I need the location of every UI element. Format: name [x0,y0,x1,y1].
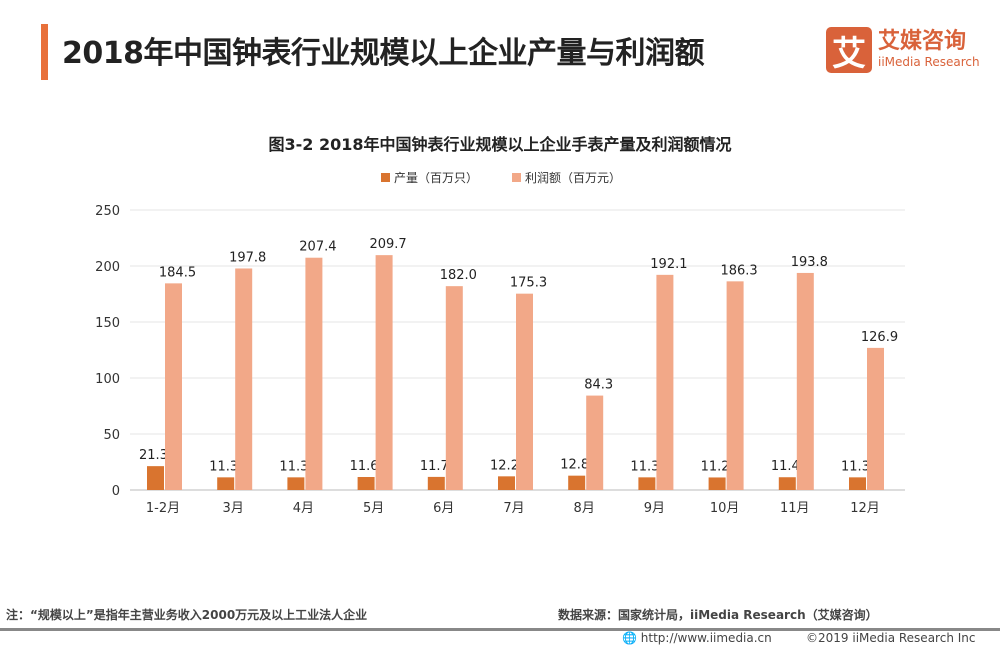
bar-1 [656,274,674,490]
x-tick-label: 9月 [644,501,665,516]
legend-swatch-0 [381,173,390,182]
bar-0 [287,477,305,490]
x-tick-label: 7月 [503,501,524,516]
bar-0 [427,476,445,490]
data-label-0: 21.3 [139,448,168,463]
y-tick-label: 0 [112,484,120,499]
bar-0 [217,477,235,490]
data-label-0: 11.3 [209,459,238,474]
title-accent-bar [41,24,48,80]
data-label-0: 12.2 [490,458,519,473]
data-label-1: 193.8 [791,255,828,270]
x-tick-label: 10月 [710,501,740,516]
data-label-0: 11.7 [420,459,449,474]
globe-icon: 🌐 [622,631,637,645]
data-label-1: 192.1 [650,257,687,272]
data-label-1: 207.4 [299,240,336,255]
legend-label-0: 产量（百万只） [394,171,478,185]
bar-1 [796,272,814,490]
bar-0 [778,477,796,490]
data-label-0: 11.4 [771,459,800,474]
y-tick-label: 250 [95,204,120,219]
website-link[interactable]: 🌐 http://www.iimedia.cn [622,631,772,645]
bar-1 [305,257,323,490]
bar-0 [147,466,164,490]
data-label-1: 84.3 [584,378,613,393]
bar-0 [357,477,375,490]
data-label-1: 197.8 [229,250,266,265]
bar-1 [445,286,463,490]
website-url[interactable]: http://www.iimedia.cn [640,631,772,645]
x-tick-label: 12月 [850,501,880,516]
bar-0 [849,477,866,490]
data-label-1: 126.9 [861,330,898,345]
y-tick-label: 150 [95,316,120,331]
x-tick-label: 5月 [363,501,384,516]
page-title: 2018年中国钟表行业规模以上企业产量与利润额 [62,36,705,71]
data-label-0: 11.6 [350,459,379,474]
y-tick-label: 50 [103,428,120,443]
y-tick-label: 100 [95,372,120,387]
x-tick-label: 1-2月 [146,501,180,516]
bar-1 [516,293,533,490]
bar-0 [638,477,656,490]
data-label-0: 11.2 [701,459,730,474]
chart-title: 图3-2 2018年中国钟表行业规模以上企业手表产量及利润额情况 [268,135,731,154]
x-tick-label: 8月 [574,501,595,516]
data-label-1: 209.7 [369,237,406,252]
bar-1 [165,283,182,490]
legend-swatch-1 [512,173,521,182]
data-label-0: 12.8 [560,458,589,473]
data-label-1: 175.3 [510,276,547,291]
bar-0 [568,475,586,490]
data-source: 数据来源：国家统计局，iiMedia Research（艾媒咨询） [558,608,878,622]
bar-0 [498,476,515,490]
logo-cn: 艾媒咨询 [878,29,967,54]
footer-divider [0,628,1000,631]
x-tick-label: 3月 [223,501,244,516]
copyright: ©2019 iiMedia Research Inc [806,631,976,645]
data-label-0: 11.3 [279,459,308,474]
footnote: 注：“规模以上”是指年主营业务收入2000万元及以上工业法人企业 [6,608,368,622]
bar-0 [708,477,726,490]
y-tick-label: 200 [95,260,120,275]
x-tick-label: 6月 [433,501,454,516]
data-label-1: 184.5 [159,265,196,280]
bar-1 [235,268,253,490]
x-tick-label: 4月 [293,501,314,516]
logo: 艾 艾媒咨询 iiMedia Research [826,27,980,74]
bar-1 [586,395,604,490]
data-label-1: 182.0 [440,268,477,283]
data-label-0: 11.3 [841,459,870,474]
x-tick-label: 11月 [780,501,810,516]
logo-mark: 艾 [826,27,872,74]
legend-label-1: 利润额（百万元） [525,171,621,185]
bar-1 [375,255,393,490]
logo-en: iiMedia Research [878,55,980,69]
bar-1 [726,281,744,490]
data-label-1: 186.3 [720,263,757,278]
bar-1 [867,347,884,490]
data-label-0: 11.3 [630,459,659,474]
